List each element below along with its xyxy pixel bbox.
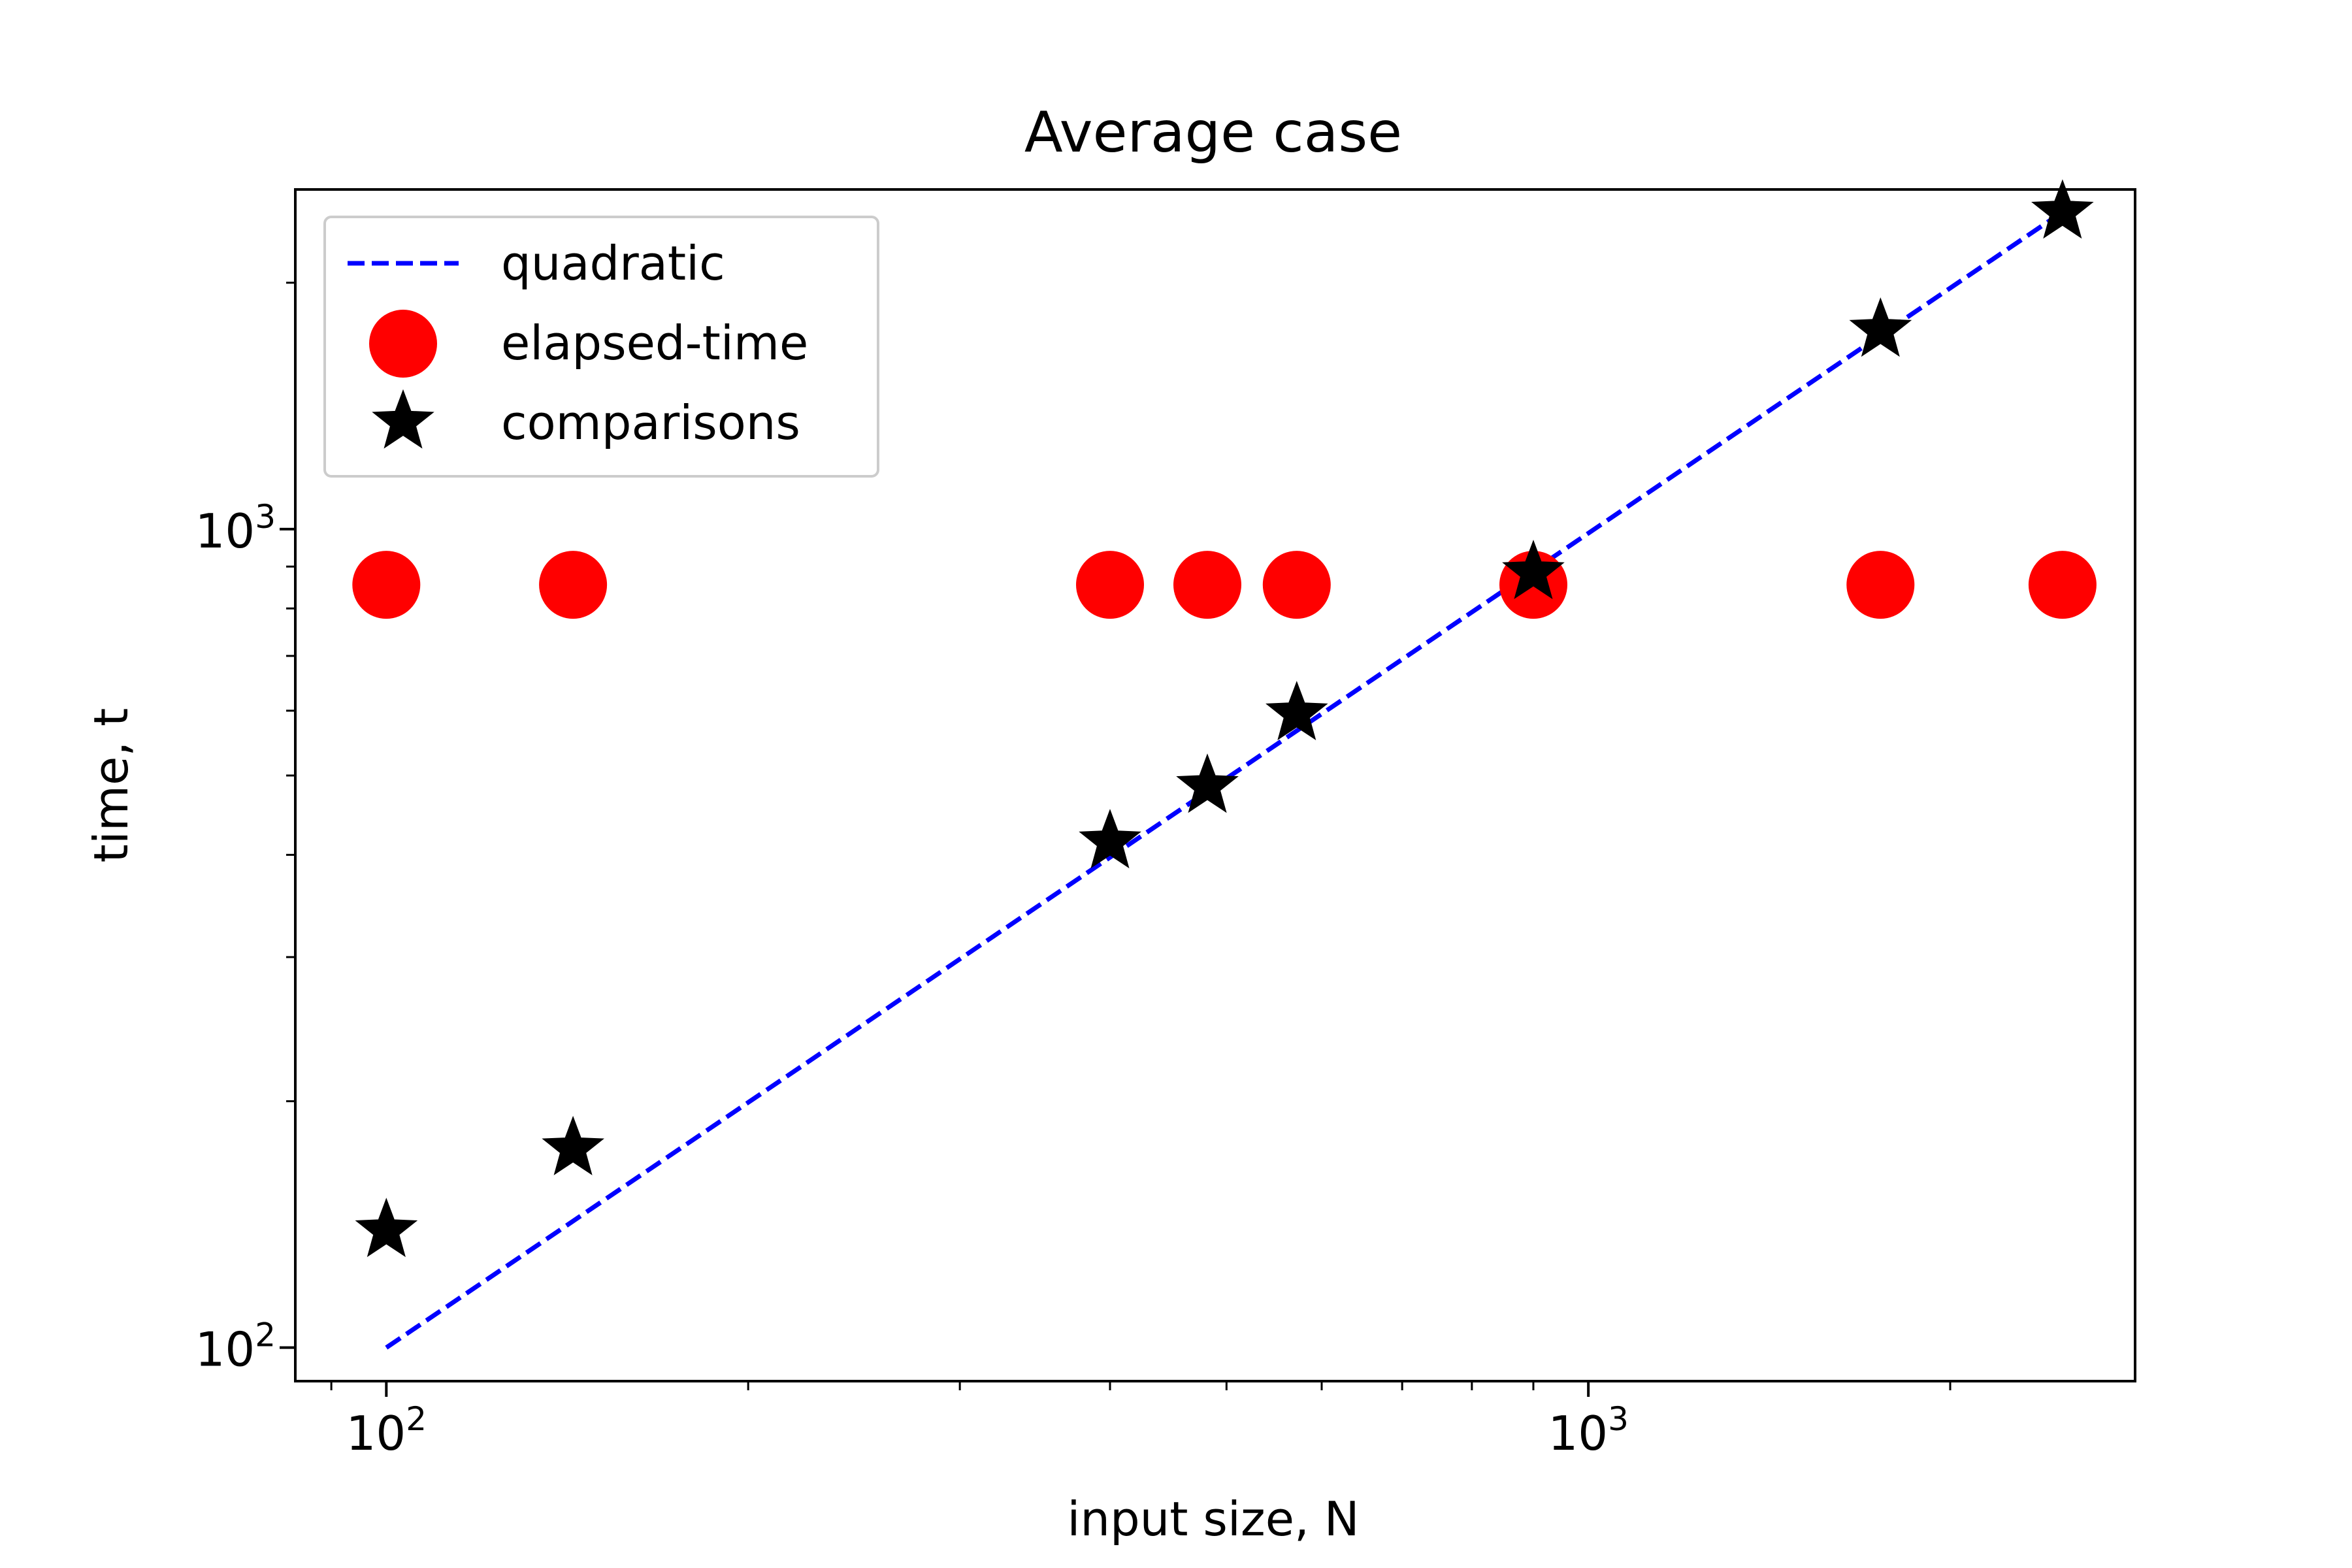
elapsed-time-point [1262, 551, 1331, 619]
legend-comparisons-swatch [372, 389, 434, 449]
x-axis-label: input size, N [1067, 1492, 1359, 1546]
comparisons-point [1079, 809, 1141, 869]
comparisons-point [355, 1198, 418, 1258]
legend-label-comparisons: comparisons [501, 395, 800, 450]
comparisons-point [2031, 179, 2094, 239]
x-tick-label: 103 [1548, 1400, 1628, 1461]
comparisons-point [1849, 297, 1912, 357]
y-axis-ticks: 102 103 [195, 282, 295, 1377]
comparisons-point [1502, 540, 1565, 600]
legend-label-elapsed-time: elapsed-time [501, 316, 808, 370]
elapsed-time-point [1173, 551, 1241, 619]
x-tick-label: 102 [346, 1400, 427, 1461]
elapsed-time-point [352, 551, 421, 619]
elapsed-time-point [2028, 551, 2097, 619]
comparisons-point [1266, 681, 1328, 741]
elapsed-time-point [1846, 551, 1915, 619]
elapsed-time-point [539, 551, 608, 619]
legend-frame [323, 216, 879, 478]
comparisons-point [1176, 753, 1239, 813]
y-axis-label: time, t [84, 708, 139, 863]
plot-frame [294, 188, 2136, 1382]
chart-title: Average case [1024, 100, 1402, 165]
elapsed-time-point [1076, 551, 1144, 619]
legend-elapsed-time-swatch [369, 310, 437, 378]
comparisons-point [542, 1115, 604, 1175]
legend: quadratic elapsed-time comparisons [323, 216, 879, 478]
x-axis-ticks: 102 103 [330, 1381, 1952, 1461]
y-tick-label: 103 [195, 498, 276, 559]
legend-label-quadratic: quadratic [501, 236, 725, 291]
plot-area [352, 179, 2097, 1350]
y-tick-label: 102 [195, 1316, 276, 1377]
